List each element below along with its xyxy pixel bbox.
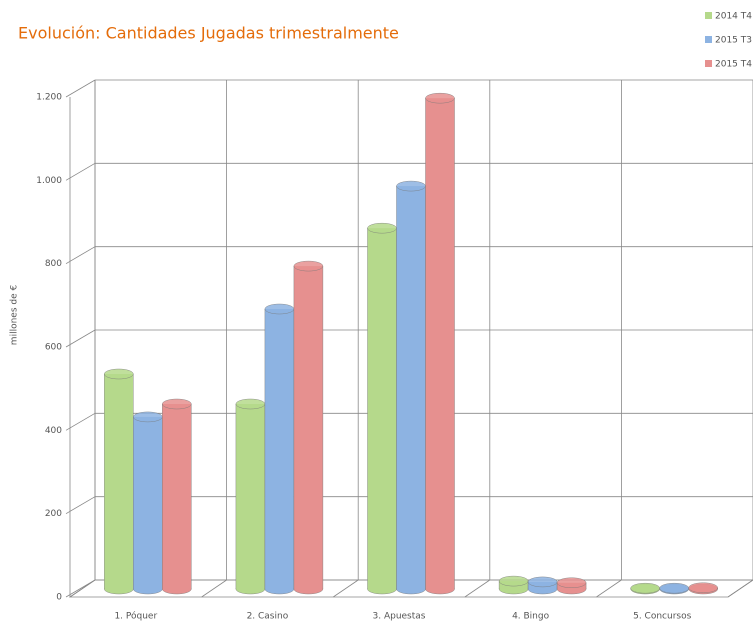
chart-title: Evolución: Cantidades Jugadas trimestral…	[18, 24, 399, 43]
bar-top	[659, 582, 689, 594]
category-divider	[727, 579, 753, 598]
bar-top	[162, 398, 192, 410]
legend-swatch	[705, 36, 712, 43]
x-tick-label: 5. Concursos	[633, 612, 691, 622]
bar	[293, 266, 323, 589]
legend-label: 2014 T4	[715, 12, 752, 22]
y-tick-label: 600	[45, 343, 62, 353]
tick-diagonal	[65, 79, 96, 98]
bar-top	[367, 222, 397, 234]
x-tick-label: 3. Apuestas	[373, 612, 426, 622]
y-tick-label: 0	[56, 593, 62, 603]
tick-diagonal	[65, 329, 96, 348]
bar	[133, 416, 163, 589]
bar-top	[133, 411, 163, 423]
tick-diagonal	[65, 496, 96, 515]
bar	[396, 186, 426, 590]
tick-diagonal	[65, 162, 96, 181]
bar-top	[264, 303, 295, 315]
x-tick-label: 4. Bingo	[512, 612, 550, 622]
bar-top	[556, 577, 587, 588]
bar-top	[498, 575, 529, 587]
category-divider	[201, 579, 227, 598]
legend-label: 2015 T3	[715, 36, 752, 46]
bar	[235, 404, 265, 589]
bar	[104, 374, 134, 589]
bar-top	[293, 260, 324, 272]
y-tick-label: 1.000	[36, 176, 62, 186]
bar-top	[104, 368, 134, 380]
category-divider	[596, 579, 622, 598]
bar-top	[630, 582, 660, 594]
y-tick-label: 1.200	[36, 93, 62, 103]
legend-label: 2015 T4	[715, 60, 752, 70]
bar	[264, 309, 294, 589]
bar-top	[425, 92, 455, 104]
tick-diagonal	[65, 246, 96, 265]
bar-top	[396, 180, 426, 192]
x-tick-label: 2. Casino	[247, 612, 289, 622]
x-tick-label: 1. Póquer	[114, 611, 157, 622]
y-tick-label: 800	[45, 259, 62, 269]
bar-top	[527, 576, 558, 588]
bar	[425, 98, 455, 590]
bar-top	[688, 582, 718, 593]
bar	[367, 228, 397, 589]
legend-swatch	[705, 12, 712, 19]
y-axis-label: millones de €	[10, 285, 20, 346]
tick-diagonal	[65, 412, 96, 431]
category-divider	[69, 579, 96, 598]
legend-swatch	[705, 60, 712, 67]
bar	[162, 404, 192, 589]
bar-top	[235, 398, 266, 410]
y-tick-label: 400	[45, 426, 62, 436]
category-divider	[332, 579, 359, 598]
y-tick-label: 200	[45, 509, 62, 519]
category-divider	[464, 579, 491, 598]
